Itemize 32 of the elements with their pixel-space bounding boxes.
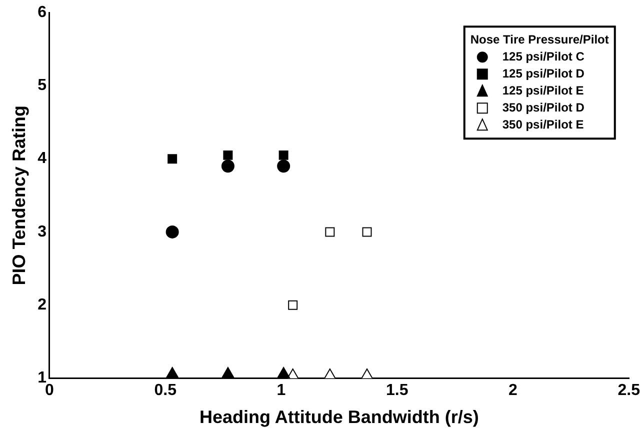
y-tick-label: 3 <box>38 223 47 240</box>
x-axis-title: Heading Attitude Bandwidth (r/s) <box>200 407 479 428</box>
x-tick-label: 1 <box>276 382 286 400</box>
legend-label: 350 psi/Pilot E <box>502 117 584 132</box>
legend-label: 125 psi/Pilot E <box>502 83 584 98</box>
y-tick-label: 5 <box>38 77 47 94</box>
x-tick-label: 0 <box>45 382 54 400</box>
point <box>168 154 178 164</box>
point <box>166 225 179 238</box>
x-tick-label: 2 <box>508 382 518 400</box>
x-tick-label: 1.5 <box>386 382 408 400</box>
y-tick-label: 2 <box>38 296 47 314</box>
point <box>362 227 372 237</box>
x-tick-label: 2.5 <box>618 382 640 400</box>
y-tick-label: 4 <box>38 150 47 168</box>
point <box>278 150 288 160</box>
legend-label: 350 psi/Pilot D <box>502 100 585 114</box>
y-axis-title: PIO Tendency Rating <box>8 106 29 286</box>
x-tick-label: 0.5 <box>154 382 177 400</box>
legend-title: Nose Tire Pressure/Pilot <box>470 32 609 46</box>
legend-label: 125 psi/Pilot C <box>502 49 585 64</box>
point <box>166 367 179 378</box>
point <box>288 300 298 310</box>
point <box>277 367 290 378</box>
point <box>277 160 290 173</box>
y-tick-label: 6 <box>38 4 47 22</box>
legend-label: 125 psi/Pilot D <box>502 66 585 80</box>
point <box>223 150 233 160</box>
point <box>325 227 335 237</box>
point <box>221 367 235 378</box>
y-tick-label: 1 <box>38 370 47 387</box>
point <box>221 160 234 173</box>
